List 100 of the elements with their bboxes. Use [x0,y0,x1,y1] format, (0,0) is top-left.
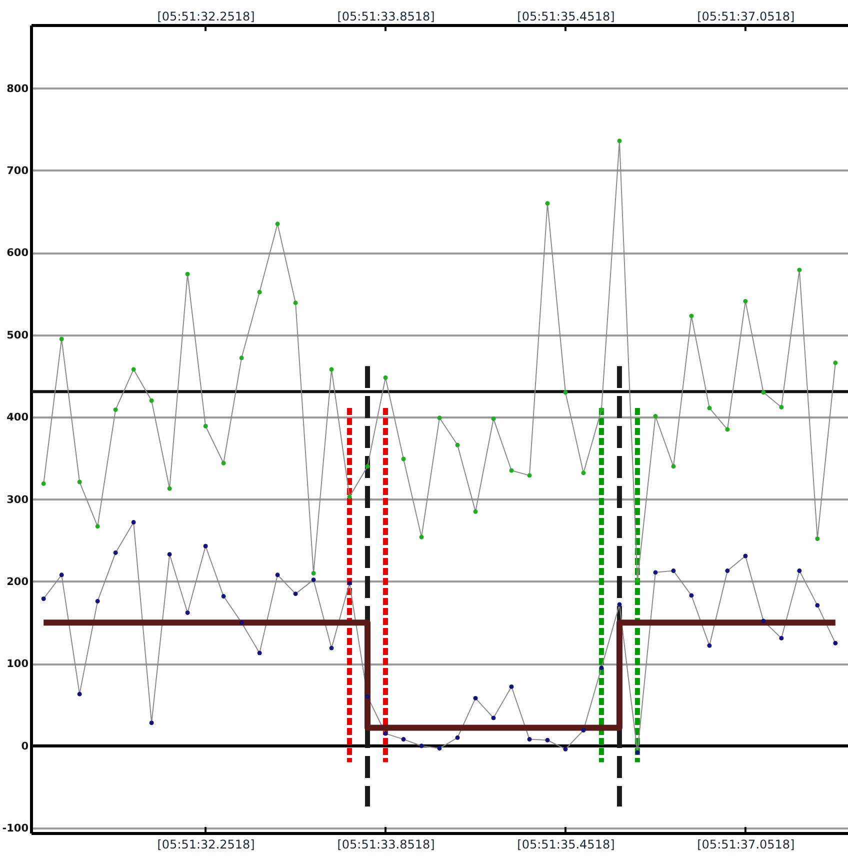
point [185,272,190,276]
point [131,520,136,525]
point [491,416,496,421]
point [167,552,172,557]
point [815,603,820,608]
point [239,356,244,360]
point [635,578,640,583]
point [41,481,46,486]
point [743,554,748,558]
x-tick-label: [05:51:37.0518] [697,10,795,24]
point [725,568,730,574]
x-tick-label: [05:51:32.2518] [157,10,255,24]
point [689,314,694,318]
point [779,404,784,410]
y-tick-label: 600 [6,247,28,260]
point [113,407,118,412]
y-tick-label: 700 [6,164,28,177]
point [95,598,100,604]
point [365,464,370,469]
point [167,486,172,491]
point [671,464,676,469]
point [419,744,424,748]
category-label: [05:51:32.2518] [157,838,255,852]
y-tick-label: 0 [21,740,28,752]
point [347,580,352,586]
point [203,424,208,428]
y-tick-label: 100 [6,658,28,670]
point [545,201,550,206]
point [707,643,712,648]
point [653,414,658,418]
category-label: [05:51:35.4518] [517,838,615,852]
point [149,398,154,403]
point [437,416,442,420]
point [473,696,478,700]
point [833,360,838,366]
point [527,737,532,742]
point [419,534,424,540]
point [293,300,298,306]
point [347,494,352,500]
y-tick-label: 500 [6,329,28,342]
point [581,470,586,476]
point [581,728,586,732]
y-tick-label: 200 [6,576,28,588]
point [311,571,316,576]
y-tick-label: 300 [6,494,28,506]
y-tick-label: 400 [6,412,28,424]
point [761,390,766,395]
point [815,536,820,541]
point [491,716,496,720]
point [221,460,226,466]
point [311,578,316,582]
point [797,568,802,574]
point [275,572,280,578]
point [59,572,64,578]
x-tick-label: [05:51:33.8518] [337,10,435,24]
y-tick-label: -100 [2,822,28,835]
point [635,750,640,755]
point [383,375,388,380]
point [401,456,406,462]
point [725,427,730,432]
point [743,298,748,304]
point [455,735,460,740]
point [563,746,568,752]
category-label: [05:51:37.0518] [697,838,795,852]
point [671,568,676,574]
point [329,646,334,650]
point [689,593,694,598]
point [275,222,280,226]
point [509,468,514,473]
point [599,666,604,670]
point [203,544,208,548]
point [95,524,100,529]
point [59,336,64,342]
point [707,406,712,410]
point [77,480,82,484]
point [617,602,622,607]
point [257,650,262,656]
point [293,592,298,596]
point [761,618,766,624]
point [617,138,622,144]
point [833,640,838,646]
x-tick-label: [05:51:35.4518] [517,10,615,24]
point [221,594,226,599]
point [185,610,190,615]
point [545,738,550,742]
point [527,473,532,478]
point [473,509,478,514]
point [41,596,46,601]
point [365,694,370,699]
point [239,620,244,625]
point [131,367,136,372]
point [653,570,658,575]
point [563,390,568,395]
point [149,720,154,726]
point [329,367,334,372]
y-tick-label: 800 [6,82,28,95]
point [437,746,442,751]
point [779,636,784,640]
point [257,290,262,294]
point [77,692,82,696]
